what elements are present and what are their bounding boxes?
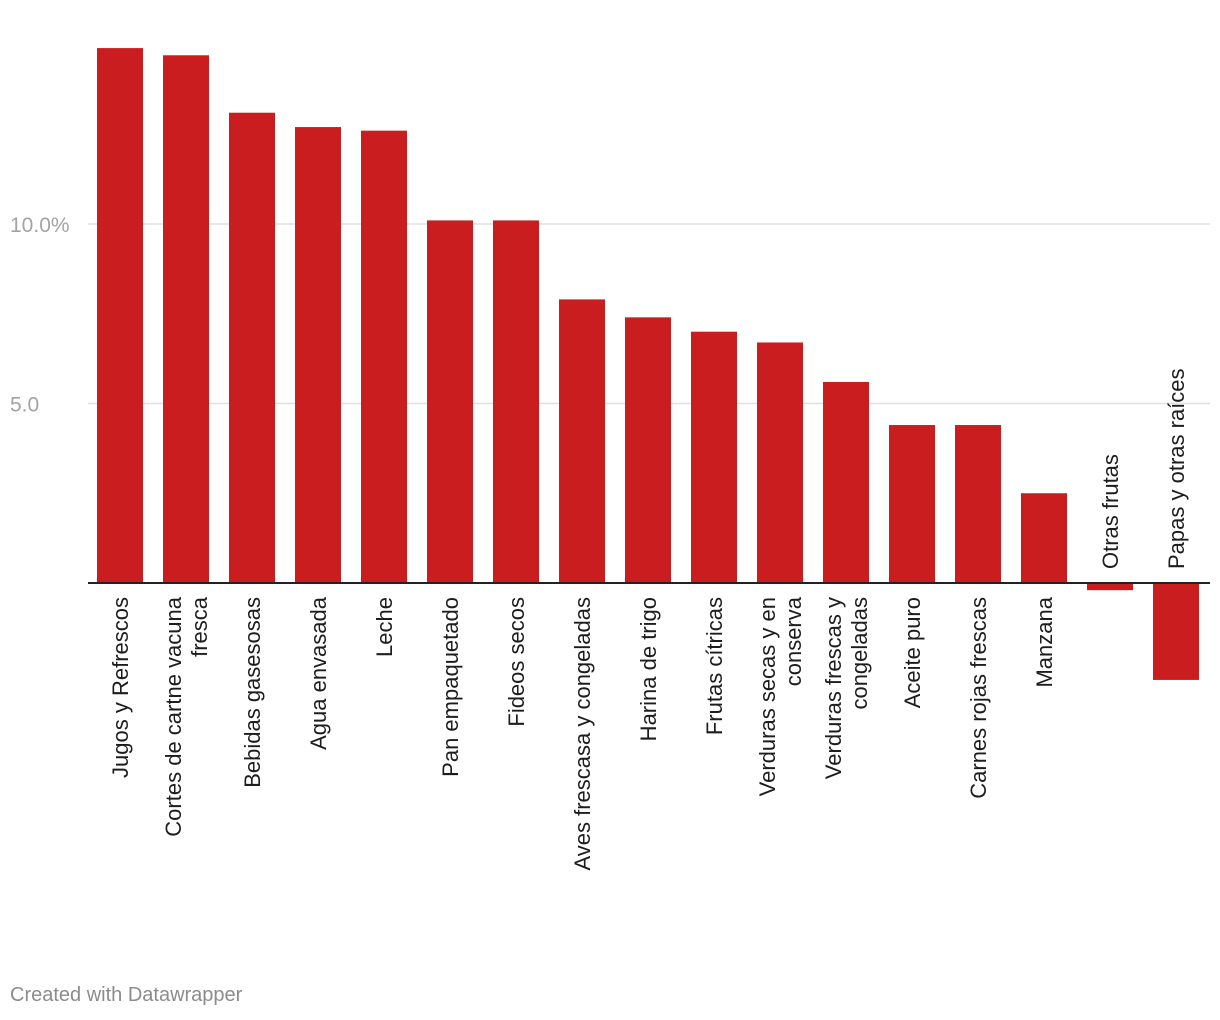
bar-chart: 5.0 10.0% Jugos y Refrescos Cortes de cart… [10,48,1210,871]
category-label: Verduras secas y enconserva [755,596,806,796]
bar [955,425,1001,583]
bar [889,425,935,583]
category-label: Bebidas gasesosas [240,597,265,788]
bar [493,220,539,583]
category-labels: Jugos y Refrescos Cortes de cartne vacuna… [108,368,1189,870]
category-label: Papas y otras raíces [1164,368,1189,569]
bar [97,48,143,583]
category-label: Agua envasada [306,596,331,750]
bar [1153,583,1199,680]
category-label: Cortes de cartne vacunafresca [161,596,212,836]
bar [691,331,737,583]
category-label: Frutas cítricas [702,597,727,735]
category-label: Fideos secos [504,597,529,727]
bar [163,55,209,583]
bars [97,48,1199,680]
bar [1021,493,1067,583]
datawrapper-credit: Created with Datawrapper [10,984,243,1006]
category-label: Harina de trigo [636,597,661,741]
category-label: Otras frutas [1098,454,1123,569]
category-label: Aceite puro [900,597,925,708]
y-tick-label: 5.0 [10,394,39,417]
bar [823,381,869,583]
y-tick-label: 10.0% [10,214,70,237]
bar [229,112,275,584]
bar [625,317,671,583]
bar [559,299,605,583]
bar [427,220,473,583]
category-label: Aves frescasa y congeladas [570,597,595,871]
category-label: Leche [372,597,397,657]
category-label: Manzana [1032,596,1057,687]
category-label: Carnes rojas frescas [966,597,991,799]
category-label: Jugos y Refrescos [108,597,133,778]
bar [361,130,407,583]
category-label: Verduras frescas ycongeladas [821,597,872,779]
bar [757,342,803,583]
bar [295,127,341,583]
category-label: Pan empaquetado [438,597,463,777]
bar [1087,583,1133,591]
